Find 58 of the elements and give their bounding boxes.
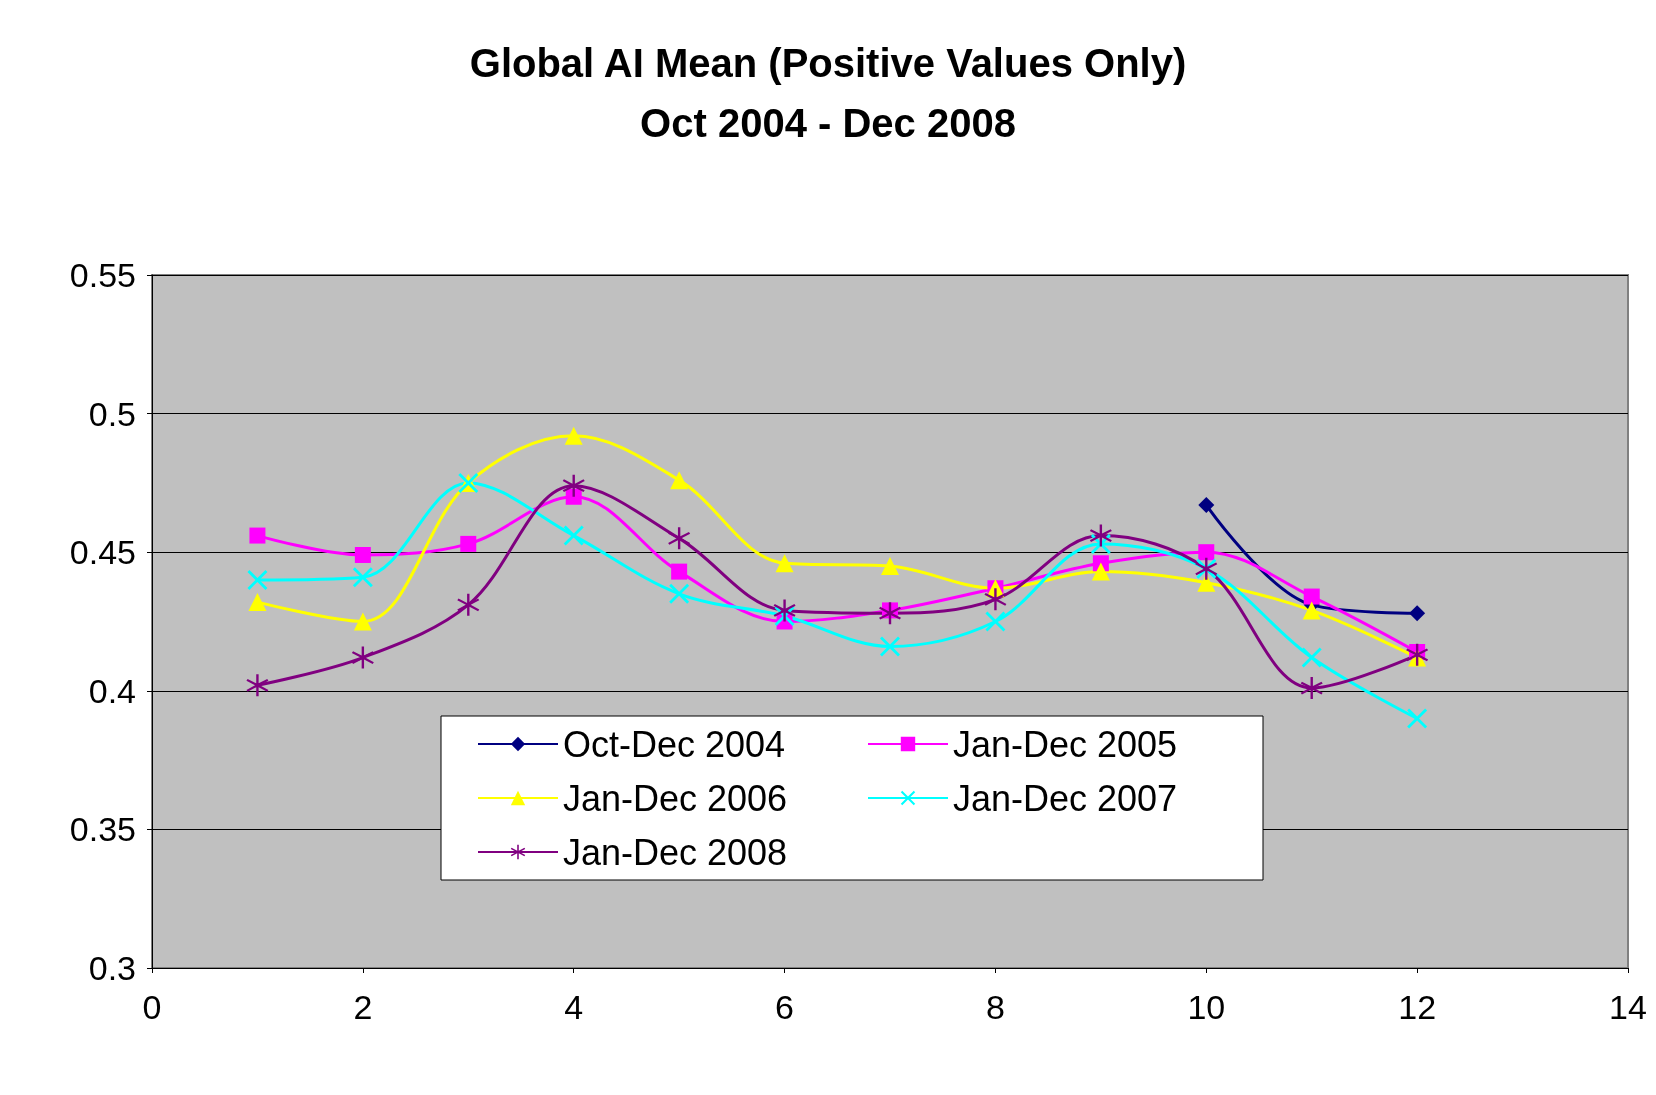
- y-tick-label: 0.3: [88, 949, 136, 987]
- point: [670, 471, 689, 490]
- point: [354, 546, 371, 563]
- point: [1409, 605, 1426, 622]
- point: [457, 593, 480, 616]
- x-tick-label: 12: [1398, 988, 1437, 1026]
- point: [1089, 524, 1112, 547]
- point: [1406, 643, 1429, 666]
- chart-subtitle: Oct 2004 - Dec 2008: [640, 101, 1016, 145]
- x-tick-label: 6: [775, 988, 795, 1026]
- legend-label: Oct-Dec 2004: [563, 723, 786, 765]
- point: [669, 583, 690, 604]
- point: [775, 554, 794, 573]
- point: [880, 636, 900, 657]
- point: [1303, 588, 1320, 605]
- point: [671, 563, 688, 580]
- point: [352, 567, 373, 588]
- point: [353, 612, 372, 631]
- point: [565, 488, 582, 505]
- point: [351, 646, 374, 669]
- x-tick-label: 14: [1609, 988, 1647, 1026]
- point: [1198, 497, 1215, 514]
- point: [1407, 708, 1428, 729]
- legend-label: Jan-Dec 2005: [953, 723, 1178, 765]
- point: [1302, 601, 1321, 620]
- y-tick-label: 0.4: [88, 671, 136, 710]
- chart-title: Global AI Mean (Positive Values Only): [469, 41, 1187, 85]
- y-tick-label: 0.35: [69, 810, 136, 849]
- point: [460, 535, 477, 552]
- point: [249, 527, 266, 544]
- point: [879, 602, 901, 625]
- point: [562, 474, 585, 497]
- point: [984, 588, 1007, 611]
- legend-label: Jan-Dec 2006: [563, 777, 788, 819]
- point: [1300, 677, 1323, 700]
- y-tick-label: 0.5: [88, 394, 136, 433]
- point: [668, 527, 691, 550]
- y-tick-label: 0.55: [69, 256, 136, 294]
- x-tick-label: 0: [142, 988, 162, 1026]
- y-tick-label: 0.45: [69, 533, 136, 572]
- legend-label: Jan-Dec 2007: [953, 777, 1178, 819]
- x-tick-label: 2: [353, 988, 373, 1026]
- point: [1301, 647, 1322, 668]
- point: [246, 674, 269, 697]
- legend-label: Jan-Dec 2008: [563, 831, 788, 873]
- point: [1198, 544, 1215, 561]
- point: [881, 557, 899, 576]
- point: [1091, 562, 1110, 581]
- point: [563, 525, 584, 546]
- point: [985, 611, 1006, 632]
- x-tick-label: 8: [985, 988, 1005, 1026]
- point: [248, 593, 267, 612]
- point: [773, 599, 796, 622]
- point: [247, 569, 268, 590]
- point: [1197, 573, 1216, 592]
- point: [564, 426, 583, 445]
- x-tick-label: 4: [564, 988, 584, 1026]
- x-tick-label: 10: [1187, 988, 1226, 1026]
